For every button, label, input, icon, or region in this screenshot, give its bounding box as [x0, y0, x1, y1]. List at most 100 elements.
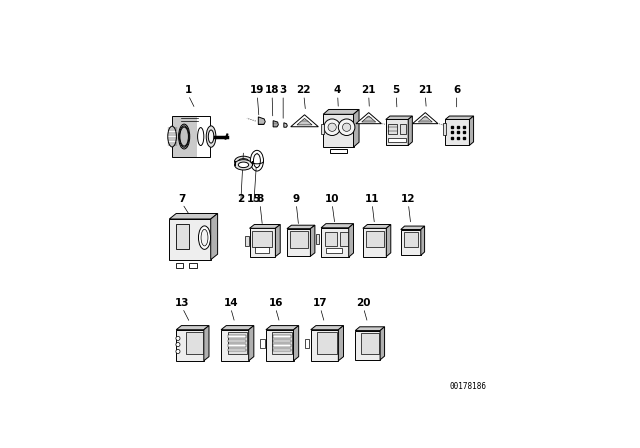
Polygon shape — [401, 226, 424, 229]
Text: 15: 15 — [246, 194, 261, 204]
Bar — [400, 124, 406, 134]
Bar — [228, 349, 246, 351]
Polygon shape — [321, 224, 353, 228]
Text: 21: 21 — [418, 85, 433, 95]
Polygon shape — [311, 326, 344, 330]
Polygon shape — [170, 219, 211, 260]
Bar — [316, 234, 319, 244]
Bar — [273, 335, 291, 338]
Polygon shape — [221, 330, 249, 361]
Bar — [404, 233, 418, 247]
Ellipse shape — [179, 126, 189, 147]
Polygon shape — [355, 327, 385, 331]
Bar — [273, 349, 291, 351]
Polygon shape — [363, 228, 387, 257]
Polygon shape — [284, 123, 287, 127]
Ellipse shape — [234, 156, 252, 167]
Ellipse shape — [168, 126, 177, 147]
Polygon shape — [211, 214, 218, 260]
Polygon shape — [321, 228, 349, 257]
Circle shape — [176, 349, 180, 353]
Text: 8: 8 — [257, 194, 264, 204]
Polygon shape — [445, 116, 474, 120]
Bar — [227, 332, 248, 354]
Polygon shape — [413, 112, 438, 124]
Bar — [228, 344, 246, 347]
Ellipse shape — [234, 159, 252, 170]
Polygon shape — [291, 115, 318, 127]
Ellipse shape — [180, 127, 188, 146]
Polygon shape — [419, 116, 432, 122]
Bar — [317, 332, 337, 354]
Polygon shape — [275, 224, 280, 257]
Ellipse shape — [206, 126, 216, 147]
Polygon shape — [170, 214, 218, 219]
Text: 17: 17 — [313, 298, 328, 308]
Bar — [176, 263, 184, 267]
Circle shape — [176, 336, 180, 340]
Polygon shape — [250, 228, 275, 257]
Polygon shape — [380, 327, 385, 360]
Ellipse shape — [238, 159, 249, 164]
Bar — [228, 340, 246, 342]
Text: 21: 21 — [362, 85, 376, 95]
Polygon shape — [353, 109, 359, 147]
Text: 9: 9 — [292, 194, 300, 204]
Bar — [321, 124, 324, 134]
Polygon shape — [204, 326, 209, 361]
Polygon shape — [176, 326, 209, 330]
Bar — [273, 344, 291, 347]
Polygon shape — [266, 326, 299, 330]
Text: 5: 5 — [393, 85, 400, 95]
Polygon shape — [386, 120, 408, 145]
Polygon shape — [310, 225, 315, 256]
Circle shape — [342, 123, 351, 131]
Bar — [252, 231, 272, 247]
Bar — [189, 263, 196, 267]
Text: 12: 12 — [401, 194, 415, 204]
Polygon shape — [355, 331, 380, 360]
Bar — [176, 224, 189, 249]
Polygon shape — [249, 326, 254, 361]
Text: 11: 11 — [365, 194, 380, 204]
Polygon shape — [445, 120, 469, 145]
Text: 7: 7 — [179, 194, 186, 204]
Polygon shape — [221, 326, 254, 330]
Polygon shape — [294, 326, 299, 361]
Bar — [186, 332, 203, 354]
Bar — [290, 232, 308, 248]
Polygon shape — [387, 224, 391, 257]
Ellipse shape — [238, 162, 249, 168]
Polygon shape — [420, 226, 424, 255]
Bar — [273, 332, 292, 354]
Polygon shape — [266, 330, 294, 361]
Bar — [245, 236, 249, 246]
Circle shape — [324, 119, 340, 135]
Bar — [255, 247, 269, 253]
Polygon shape — [250, 224, 280, 228]
Circle shape — [328, 123, 336, 131]
Polygon shape — [362, 116, 376, 122]
Bar — [326, 248, 342, 253]
Ellipse shape — [198, 226, 211, 250]
Text: 00178186: 00178186 — [450, 382, 486, 391]
Bar — [325, 233, 337, 246]
Text: 18: 18 — [265, 85, 280, 95]
Bar — [388, 138, 406, 142]
Polygon shape — [323, 109, 359, 114]
Polygon shape — [176, 330, 204, 361]
Polygon shape — [287, 225, 315, 228]
Polygon shape — [408, 116, 412, 145]
Text: 19: 19 — [250, 85, 264, 95]
Bar — [361, 333, 379, 354]
Text: 2: 2 — [237, 194, 244, 204]
Ellipse shape — [198, 128, 204, 146]
Text: 4: 4 — [334, 85, 341, 95]
Bar — [305, 339, 309, 348]
Polygon shape — [323, 114, 353, 147]
Polygon shape — [259, 117, 265, 125]
Ellipse shape — [208, 130, 214, 143]
Circle shape — [339, 119, 355, 135]
Ellipse shape — [201, 229, 208, 246]
Text: 3: 3 — [280, 85, 287, 95]
